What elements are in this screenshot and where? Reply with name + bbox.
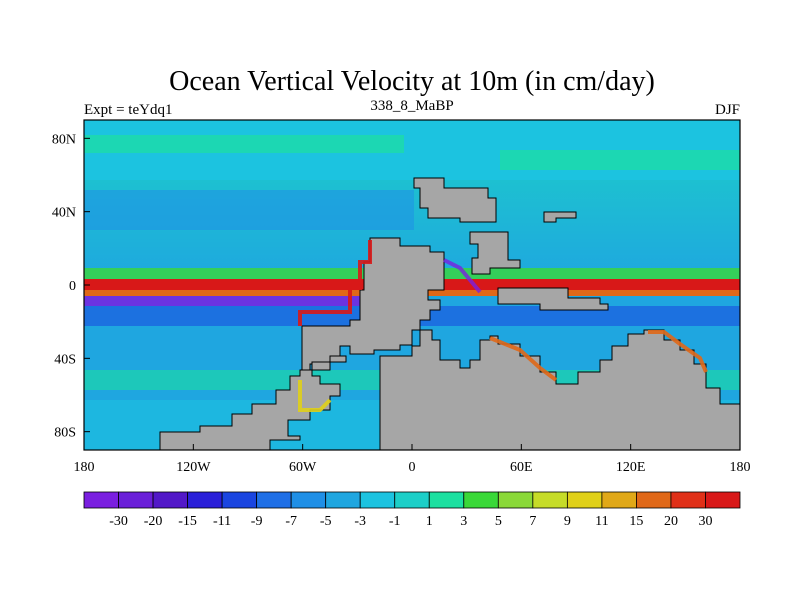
colorbar-label: -15 xyxy=(178,514,197,529)
coast-purple-central xyxy=(443,258,482,294)
colorbar-label: 1 xyxy=(426,514,433,529)
x-tick-label: 180 xyxy=(74,460,95,475)
colorbar-label: 7 xyxy=(529,514,536,529)
colorbar-swatch xyxy=(152,491,188,509)
y-tick-label: 40N xyxy=(52,206,76,221)
land-central xyxy=(301,237,445,371)
colorbar-label: -3 xyxy=(354,514,366,529)
left-string: Expt = teYdq1 xyxy=(84,102,172,118)
colorbar-label: -5 xyxy=(320,514,332,529)
field-band-north-green-2 xyxy=(500,150,740,170)
colorbar-swatch xyxy=(83,491,119,509)
colorbar-label: 3 xyxy=(460,514,467,529)
colorbar-label: -1 xyxy=(389,514,401,529)
land-south xyxy=(159,355,347,450)
colorbar-swatch xyxy=(636,491,672,509)
y-tick-label: 80N xyxy=(52,132,76,147)
land-south-main xyxy=(379,329,740,450)
colorbar-swatch xyxy=(256,491,292,509)
colorbar-swatch xyxy=(290,491,327,509)
colorbar-label: 11 xyxy=(595,514,608,529)
colorbar-label: 15 xyxy=(629,514,643,529)
colorbar-label: -7 xyxy=(285,514,297,529)
land-island-ne xyxy=(543,211,577,223)
land-east-block xyxy=(469,231,521,275)
field-band-north-green xyxy=(84,135,404,153)
colorbar: -30 -20 -15 -11 -9 -7 -5 -3 -1 1 3 5 7 9 11 15 20 30 xyxy=(83,491,741,529)
colorbar-label: 30 xyxy=(698,514,712,529)
colorbar-swatch xyxy=(705,491,741,509)
colorbar-swatch xyxy=(601,491,637,509)
land-masses xyxy=(159,177,740,450)
colorbar-label: -30 xyxy=(109,514,128,529)
axes: 180 120W 60W 0 60E 120E 180 80N 40N 0 40S 80S xyxy=(52,132,751,475)
y-tick-label: 40S xyxy=(54,352,76,367)
colorbar-swatch xyxy=(566,491,603,509)
colorbar-swatch xyxy=(463,491,499,509)
coastal-highlights xyxy=(298,240,708,412)
x-tick-label: 60E xyxy=(510,460,533,475)
colorbar-swatch xyxy=(497,491,534,509)
colorbar-label: -9 xyxy=(251,514,263,529)
colorbar-label: 9 xyxy=(564,514,571,529)
colorbar-swatch xyxy=(394,491,430,509)
x-tick-label: 180 xyxy=(730,460,751,475)
colorbar-swatch xyxy=(118,491,154,509)
land-east-arm xyxy=(497,287,609,311)
x-tick-label: 120W xyxy=(176,460,211,475)
x-tick-label: 60W xyxy=(289,460,317,475)
coast-yellow-south xyxy=(298,380,332,412)
colorbar-swatch xyxy=(670,491,706,509)
colorbar-label: -11 xyxy=(213,514,231,529)
colorbar-label: 5 xyxy=(495,514,502,529)
field-band-south-purple xyxy=(84,296,384,306)
coast-orange-east xyxy=(648,330,708,373)
land-north xyxy=(413,177,497,223)
colorbar-swatch xyxy=(359,491,396,509)
coast-red-west xyxy=(298,240,372,326)
colorbar-swatch xyxy=(428,491,465,509)
colorbar-swatch xyxy=(532,491,568,509)
field-band-midlat-blue xyxy=(84,190,414,230)
coast-orange-south xyxy=(489,336,558,382)
colorbar-swatch xyxy=(325,491,361,509)
chart-title: Ocean Vertical Velocity at 10m (in cm/da… xyxy=(169,66,655,97)
right-string: DJF xyxy=(715,102,740,118)
colorbar-swatch xyxy=(221,491,258,509)
plot-area xyxy=(84,120,740,450)
y-tick-label: 80S xyxy=(54,426,76,441)
y-tick-label: 0 xyxy=(69,279,76,294)
colorbar-swatch xyxy=(187,491,223,509)
x-tick-label: 120E xyxy=(616,460,646,475)
colorbar-label: -20 xyxy=(144,514,163,529)
x-tick-label: 0 xyxy=(409,460,416,475)
center-string: 338_8_MaBP xyxy=(370,98,453,114)
colorbar-label: 20 xyxy=(664,514,678,529)
